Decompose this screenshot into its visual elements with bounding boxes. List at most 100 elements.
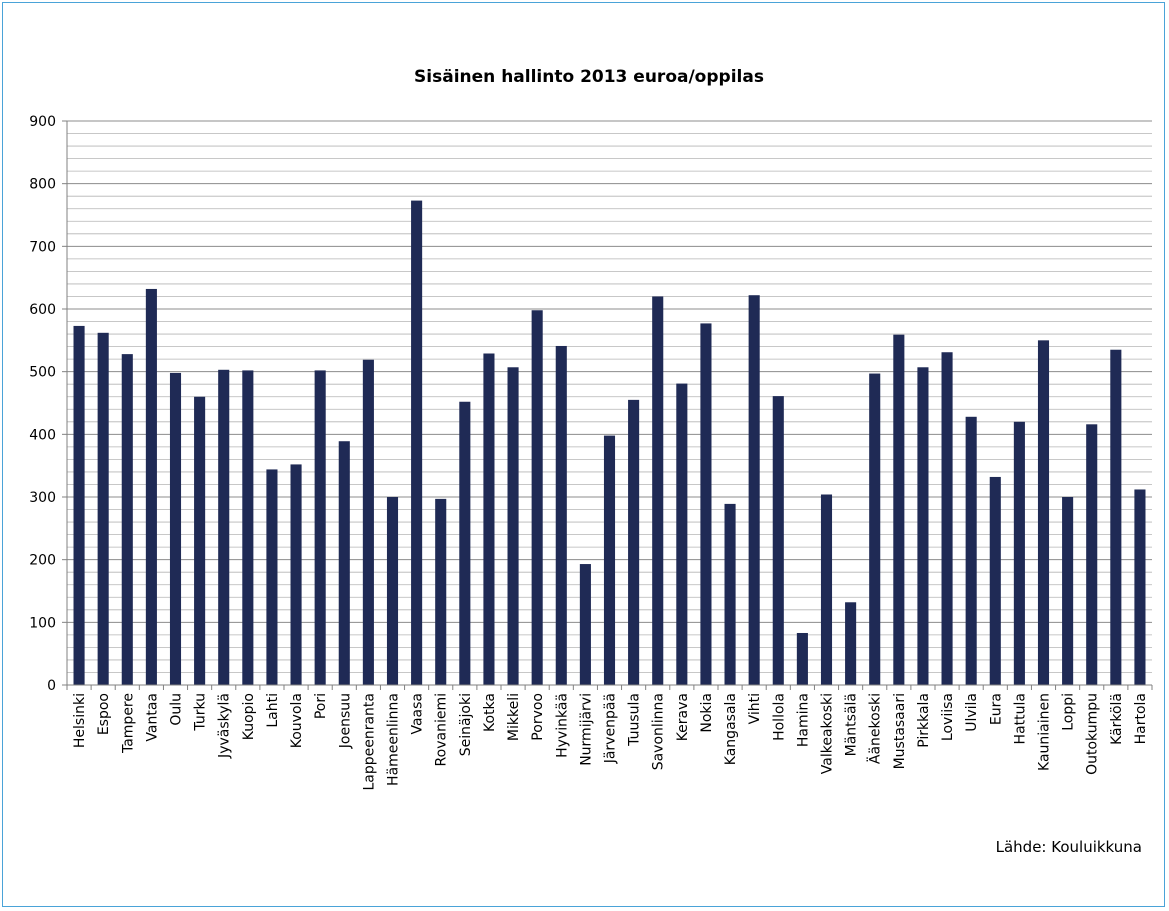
axes: [62, 120, 1153, 690]
y-tick-label: 100: [29, 615, 56, 631]
x-tick-label: Kotka: [482, 693, 498, 732]
x-tick-label: Porvoo: [530, 693, 546, 741]
x-tick-label: Hamina: [795, 693, 811, 747]
x-tick-label: Kärkölä: [1109, 693, 1125, 745]
x-tick-label: Jyväskylä: [217, 693, 233, 759]
bar-tampere: [121, 354, 133, 685]
x-tick-label: Valkeakoski: [820, 693, 836, 774]
x-tick-label: Hyvinkää: [554, 693, 570, 758]
chart-title: Sisäinen hallinto 2013 euroa/oppilas: [414, 67, 764, 87]
x-tick-label: Pori: [313, 693, 329, 719]
x-tick-label: Järvenpää: [603, 693, 619, 764]
bar-mustasaari: [893, 334, 905, 685]
x-tick-label: Vihti: [747, 693, 763, 724]
bar-hollola: [772, 396, 784, 685]
bar-seinäjoki: [459, 401, 471, 685]
bar-hamina: [796, 632, 808, 685]
x-tick-label: Loviisa: [940, 693, 956, 741]
x-tick-label: Äänekoski: [866, 693, 884, 764]
x-tick-label: Oulu: [169, 693, 185, 726]
bar-hattula: [1013, 421, 1025, 685]
bar-pirkkala: [917, 367, 929, 685]
y-tick-label: 800: [29, 177, 56, 193]
x-tick-label: Rovaniemi: [434, 693, 450, 766]
bar-pori: [314, 370, 326, 685]
bar-turku: [194, 396, 206, 685]
x-tick-label: Kuopio: [241, 693, 257, 740]
x-tick-label: Eura: [988, 693, 1004, 725]
x-tick-label: Hollola: [771, 693, 787, 741]
x-tick-label: Lappeenranta: [361, 693, 377, 791]
y-tick-label: 300: [29, 490, 56, 506]
bar-hartola: [1134, 489, 1146, 685]
bar-rovaniemi: [435, 498, 447, 685]
bar-nokia: [700, 323, 712, 685]
x-tick-label: Lahti: [265, 693, 281, 728]
bar-hämeenlinna: [386, 497, 399, 685]
bar-loviisa: [941, 352, 953, 685]
x-tick-label: Outokumpu: [1085, 693, 1101, 775]
x-tick-label: Joensuu: [337, 693, 353, 749]
bar-lappeenranta: [362, 359, 374, 685]
x-tick-label: Mikkeli: [506, 693, 522, 741]
bar-valkeakoski: [820, 494, 833, 685]
y-tick-label: 400: [29, 427, 56, 443]
x-tick-label: Mäntsälä: [844, 693, 860, 756]
x-tick-label: Kauniainen: [1037, 693, 1053, 771]
bar-joensuu: [338, 441, 350, 685]
bar-vantaa: [145, 288, 157, 685]
x-tick-label: Hartola: [1133, 693, 1149, 744]
bars: [73, 200, 1146, 685]
x-tick-label: Loppi: [1061, 693, 1077, 731]
bar-kouvola: [290, 464, 302, 685]
bar-ulvila: [965, 416, 977, 685]
x-tick-label: Tuusula: [627, 693, 643, 747]
x-tick-label: Kerava: [675, 693, 691, 741]
bar-vaasa: [411, 200, 423, 685]
bar-kuopio: [242, 370, 254, 685]
x-tick-label: Espoo: [96, 693, 112, 735]
bar-hyvinkää: [555, 345, 567, 685]
bar-loppi: [1062, 497, 1074, 685]
x-tick-label: Pirkkala: [916, 693, 932, 748]
x-tick-label: Ulvila: [964, 693, 980, 732]
y-tick-label: 700: [29, 239, 56, 255]
bar-porvoo: [531, 310, 543, 685]
bar-savonlinna: [652, 296, 664, 685]
x-tick-label: Helsinki: [72, 693, 88, 748]
x-tick-label: Hämeenlinna: [386, 693, 402, 786]
bar-järvenpää: [603, 435, 616, 685]
x-tick-label: Savonlinna: [651, 693, 667, 770]
bar-eura: [989, 476, 1001, 685]
bar-nurmijärvi: [579, 564, 591, 685]
x-tick-label: Vantaa: [144, 693, 160, 742]
x-tick-label: Kouvola: [289, 693, 305, 748]
bar-kauniainen: [1037, 340, 1050, 685]
bar-oulu: [169, 372, 182, 685]
bar-vihti: [748, 295, 760, 685]
bar-kotka: [483, 353, 495, 685]
source-note: Lähde: Kouluikkuna: [996, 838, 1142, 856]
bar-lahti: [266, 469, 278, 685]
y-tick-label: 900: [29, 114, 56, 130]
bar-kangasala: [724, 503, 736, 685]
bar-kärkölä: [1110, 349, 1122, 685]
y-tick-label: 0: [47, 678, 56, 694]
bar-äänekoski: [869, 373, 881, 685]
bar-helsinki: [73, 325, 85, 685]
y-axis-ticks: 0 100 200 300 400 500 600 700 800 900: [29, 114, 56, 694]
y-tick-label: 600: [29, 302, 56, 318]
bar-kerava: [676, 383, 688, 685]
x-tick-label: Seinäjoki: [458, 693, 474, 756]
x-tick-label: Nurmijärvi: [578, 693, 594, 766]
x-axis-labels: Helsinki Espoo Tampere Vantaa Oulu Turku Jyväs…: [72, 693, 1149, 791]
x-tick-label: Kangasala: [723, 693, 739, 765]
bar-jyväskylä: [218, 369, 230, 685]
x-tick-label: Vaasa: [410, 693, 426, 735]
bar-outokumpu: [1086, 424, 1098, 685]
y-tick-label: 500: [29, 365, 56, 381]
x-tick-label: Mustasaari: [892, 693, 908, 769]
bar-mäntsälä: [845, 602, 857, 685]
bar-mikkeli: [507, 367, 519, 685]
